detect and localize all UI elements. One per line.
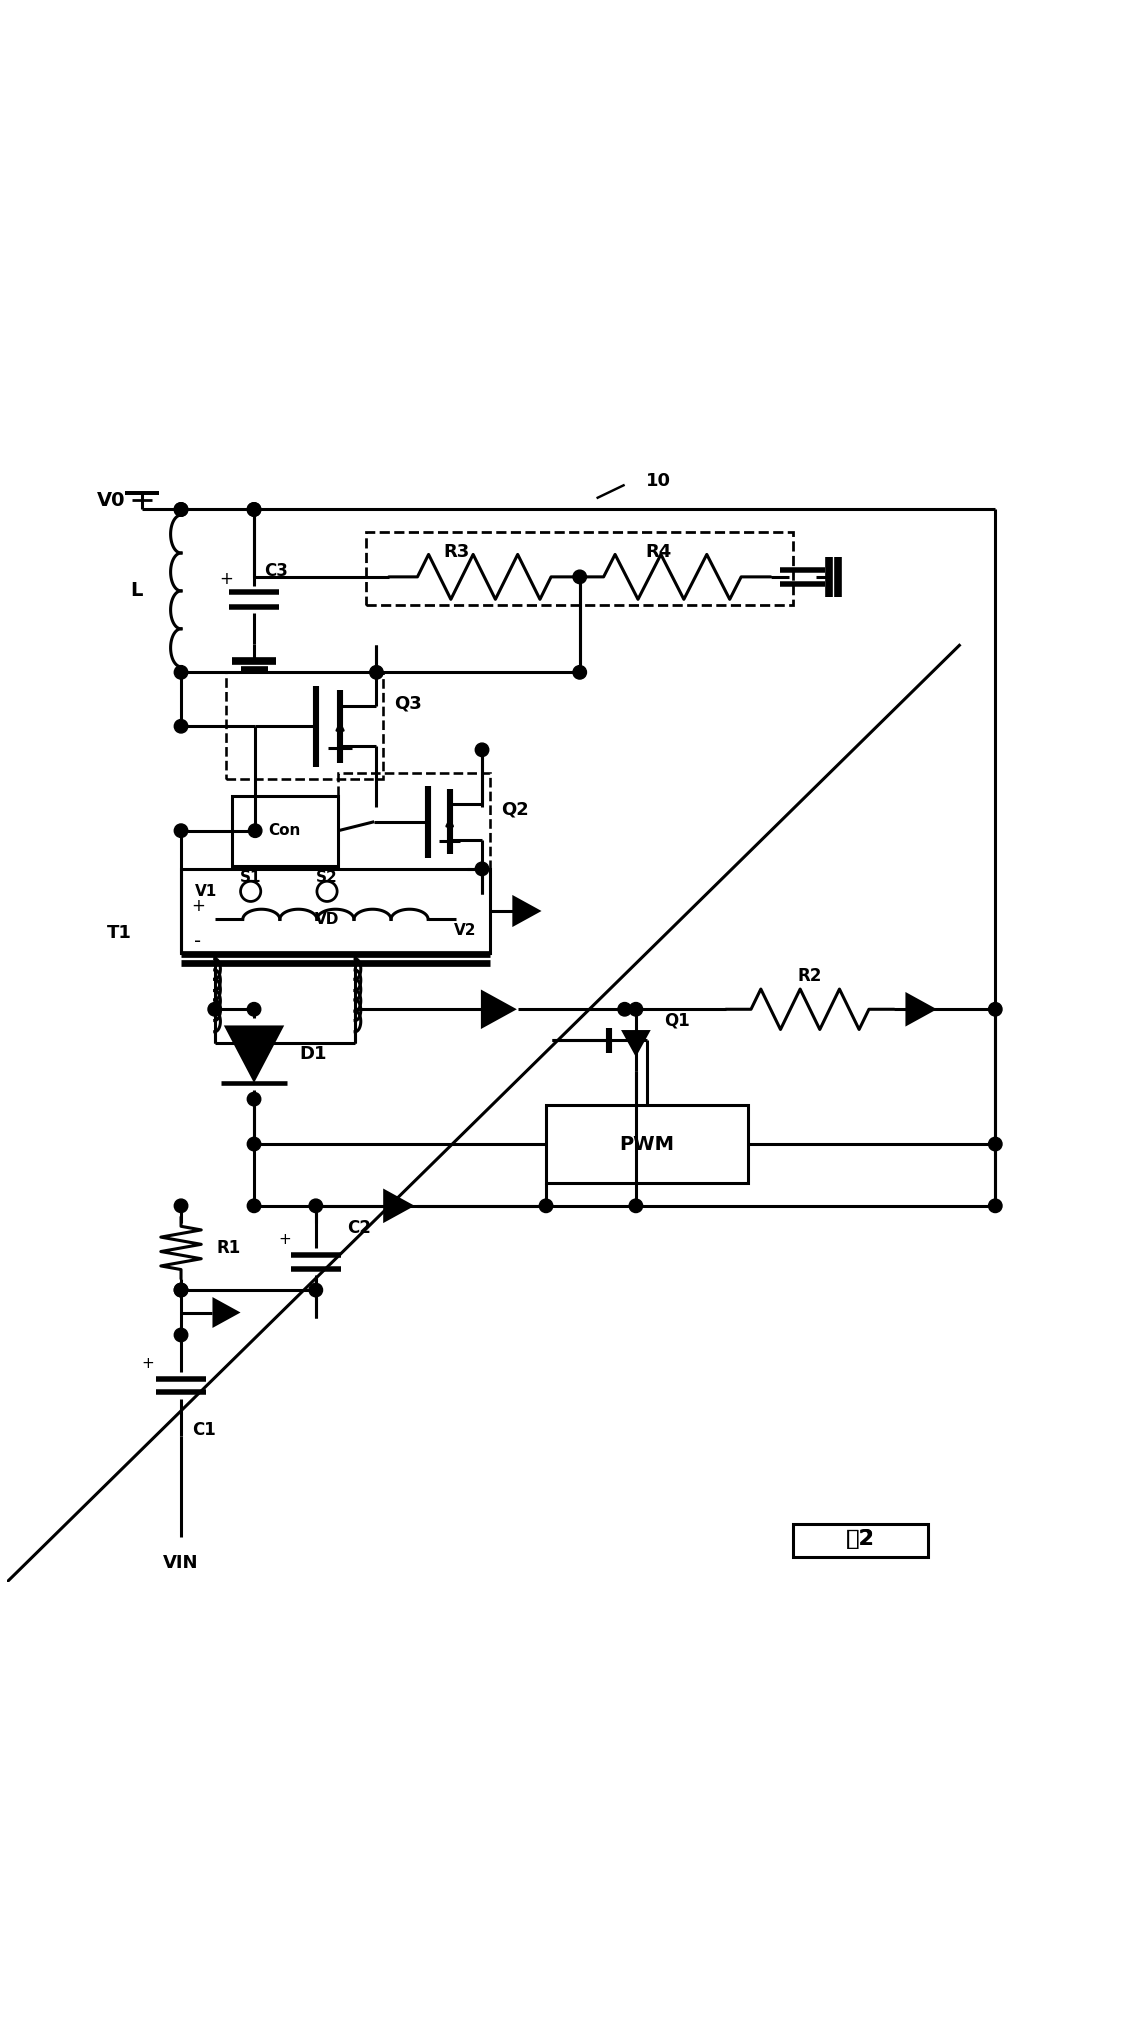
Circle shape bbox=[309, 1284, 323, 1296]
Bar bbox=[794, 1525, 928, 1557]
Circle shape bbox=[174, 1284, 188, 1296]
Circle shape bbox=[174, 1329, 188, 1341]
Bar bbox=[366, 533, 794, 604]
Text: L: L bbox=[130, 582, 142, 600]
Text: VIN: VIN bbox=[164, 1553, 199, 1572]
Circle shape bbox=[247, 502, 260, 516]
Text: R4: R4 bbox=[645, 543, 672, 561]
Bar bbox=[226, 671, 383, 780]
Circle shape bbox=[247, 1198, 260, 1212]
Text: Q1: Q1 bbox=[664, 1012, 690, 1029]
Circle shape bbox=[174, 825, 188, 837]
Text: V0: V0 bbox=[97, 492, 125, 510]
Circle shape bbox=[539, 1198, 553, 1212]
Bar bbox=[232, 796, 339, 865]
Text: C1: C1 bbox=[192, 1421, 216, 1439]
Text: +: + bbox=[141, 1355, 153, 1372]
Polygon shape bbox=[621, 1031, 650, 1057]
Text: T1: T1 bbox=[107, 925, 132, 943]
Polygon shape bbox=[383, 1188, 415, 1223]
Polygon shape bbox=[481, 990, 517, 1029]
Text: Q2: Q2 bbox=[501, 800, 529, 818]
Text: R2: R2 bbox=[798, 967, 822, 984]
Circle shape bbox=[174, 1198, 188, 1212]
Text: VD: VD bbox=[315, 912, 339, 927]
Circle shape bbox=[988, 1002, 1002, 1016]
Text: Q3: Q3 bbox=[395, 694, 422, 712]
Text: D1: D1 bbox=[299, 1045, 326, 1063]
Circle shape bbox=[629, 1002, 642, 1016]
Circle shape bbox=[309, 1198, 323, 1212]
Polygon shape bbox=[224, 1025, 284, 1084]
Circle shape bbox=[988, 1198, 1002, 1212]
Circle shape bbox=[247, 1092, 260, 1106]
Circle shape bbox=[174, 1284, 188, 1296]
Circle shape bbox=[370, 665, 383, 680]
Text: -: - bbox=[194, 933, 201, 951]
Circle shape bbox=[475, 861, 489, 876]
Circle shape bbox=[174, 720, 188, 733]
Polygon shape bbox=[513, 894, 541, 927]
Polygon shape bbox=[905, 992, 937, 1027]
Text: +: + bbox=[219, 569, 233, 588]
Text: S2: S2 bbox=[316, 869, 338, 886]
Circle shape bbox=[573, 665, 587, 680]
Polygon shape bbox=[213, 1298, 241, 1329]
Text: Con: Con bbox=[268, 823, 301, 839]
Circle shape bbox=[573, 569, 587, 584]
Circle shape bbox=[174, 502, 188, 516]
Text: R3: R3 bbox=[443, 543, 470, 561]
Text: 10: 10 bbox=[646, 471, 671, 490]
Circle shape bbox=[629, 1198, 642, 1212]
Text: C2: C2 bbox=[347, 1218, 371, 1237]
Circle shape bbox=[247, 502, 260, 516]
Text: PWM: PWM bbox=[620, 1135, 674, 1153]
Circle shape bbox=[247, 1137, 260, 1151]
Text: V1: V1 bbox=[194, 884, 217, 898]
Circle shape bbox=[174, 665, 188, 680]
Circle shape bbox=[248, 825, 262, 837]
Text: +: + bbox=[191, 896, 205, 914]
Circle shape bbox=[174, 502, 188, 516]
Text: +: + bbox=[277, 1233, 291, 1247]
Text: S1: S1 bbox=[240, 869, 262, 886]
Bar bbox=[181, 869, 490, 953]
Bar bbox=[546, 1104, 748, 1184]
Text: R1: R1 bbox=[217, 1239, 241, 1257]
Circle shape bbox=[988, 1137, 1002, 1151]
Bar bbox=[339, 774, 490, 869]
Text: 图2: 图2 bbox=[847, 1529, 874, 1549]
Text: 图2: 图2 bbox=[846, 1529, 874, 1549]
Text: V2: V2 bbox=[454, 923, 476, 939]
Circle shape bbox=[247, 1002, 260, 1016]
Circle shape bbox=[617, 1002, 631, 1016]
Text: C3: C3 bbox=[265, 561, 289, 580]
Circle shape bbox=[475, 743, 489, 757]
Circle shape bbox=[208, 1002, 222, 1016]
